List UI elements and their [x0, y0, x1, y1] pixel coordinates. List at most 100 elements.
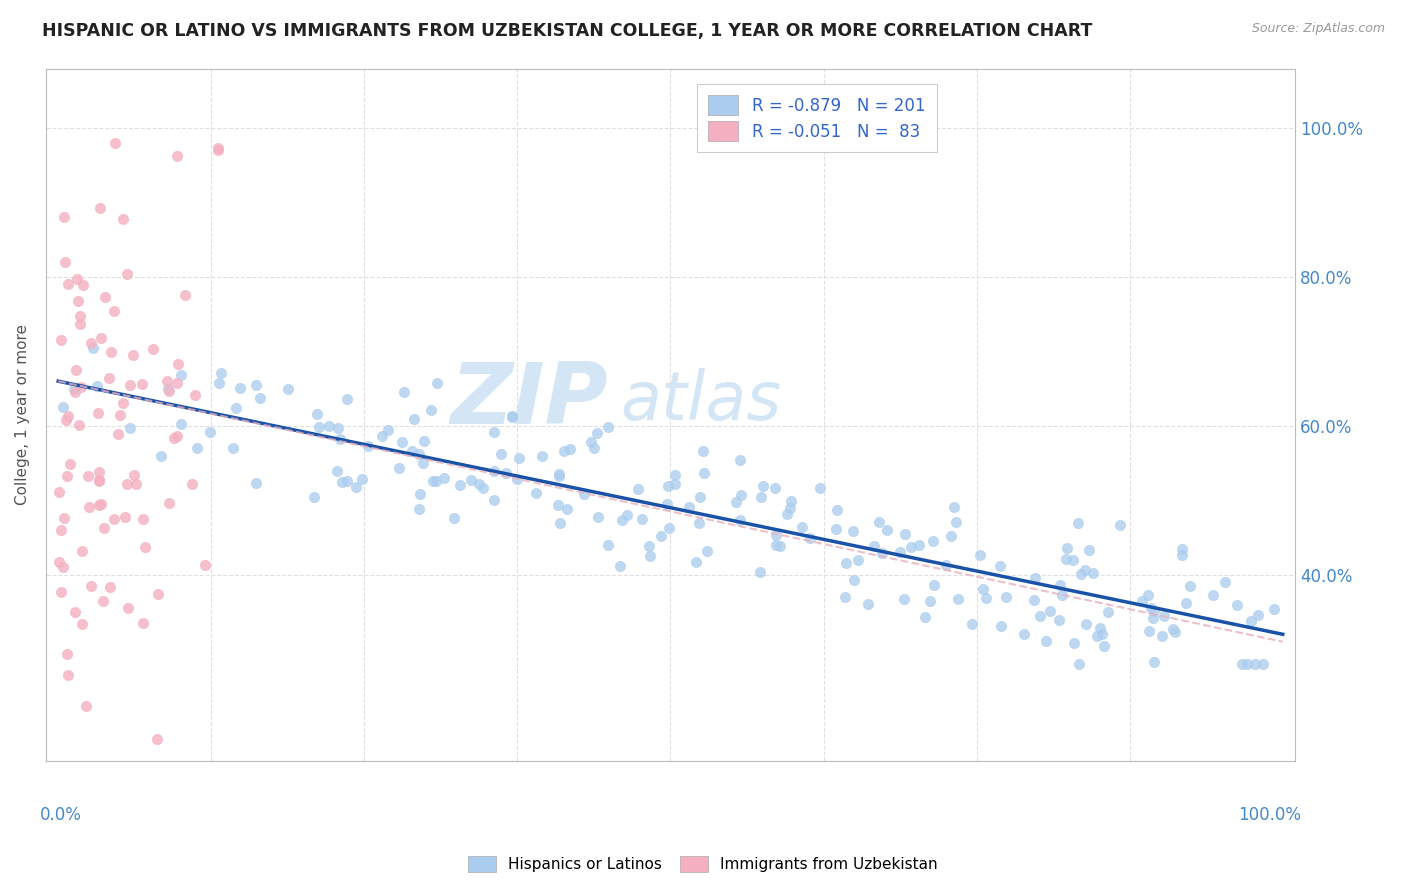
Point — [90, 498, 112, 512]
Point — [56, 468, 79, 483]
Point — [482, 425, 505, 439]
Point — [124, 476, 146, 491]
Point — [664, 477, 686, 491]
Point — [1022, 593, 1045, 607]
Point — [65, 363, 87, 377]
Point — [1178, 579, 1201, 593]
Point — [696, 544, 718, 558]
Point — [52, 560, 75, 574]
Point — [111, 396, 134, 410]
Point — [48, 555, 70, 569]
Point — [1047, 613, 1070, 627]
Point — [471, 481, 494, 495]
Point — [115, 267, 138, 281]
Point — [335, 474, 357, 488]
Point — [922, 534, 945, 549]
Point — [834, 591, 856, 605]
Point — [825, 522, 848, 536]
Point — [170, 368, 193, 383]
Point — [103, 304, 125, 318]
Point — [1161, 622, 1184, 636]
Point — [70, 544, 93, 558]
Point — [277, 382, 299, 396]
Point — [889, 544, 911, 558]
Point — [505, 472, 527, 486]
Point — [574, 487, 596, 501]
Point — [776, 508, 799, 522]
Point — [49, 333, 72, 347]
Legend: Hispanics or Latinos, Immigrants from Uzbekistan: Hispanics or Latinos, Immigrants from Uz… — [461, 848, 945, 880]
Point — [799, 531, 821, 545]
Point — [245, 378, 267, 392]
Point — [97, 371, 120, 385]
Point — [63, 606, 86, 620]
Point — [779, 501, 801, 516]
Point — [808, 481, 831, 495]
Point — [531, 449, 554, 463]
Point — [70, 379, 93, 393]
Point — [616, 508, 638, 523]
Point — [1136, 588, 1159, 602]
Point — [1056, 541, 1078, 555]
Point — [53, 210, 76, 224]
Text: 0.0%: 0.0% — [39, 805, 82, 824]
Y-axis label: College, 1 year or more: College, 1 year or more — [15, 324, 30, 505]
Point — [420, 402, 443, 417]
Point — [53, 511, 76, 525]
Point — [1029, 608, 1052, 623]
Point — [131, 377, 153, 392]
Point — [87, 498, 110, 512]
Point — [1081, 566, 1104, 580]
Point — [638, 549, 661, 563]
Point — [863, 539, 886, 553]
Point — [894, 526, 917, 541]
Point — [637, 539, 659, 553]
Point — [1175, 596, 1198, 610]
Point — [728, 513, 751, 527]
Point — [780, 494, 803, 508]
Point — [110, 408, 132, 422]
Point — [66, 293, 89, 308]
Legend: R = -0.879   N = 201, R = -0.051   N =  83: R = -0.879 N = 201, R = -0.051 N = 83 — [697, 84, 936, 153]
Point — [52, 401, 75, 415]
Point — [1070, 567, 1092, 582]
Point — [825, 503, 848, 517]
Point — [489, 446, 512, 460]
Point — [558, 442, 581, 456]
Point — [1074, 563, 1097, 577]
Point — [768, 539, 790, 553]
Point — [1247, 607, 1270, 622]
Point — [945, 515, 967, 529]
Point — [1251, 657, 1274, 671]
Point — [1236, 657, 1258, 671]
Point — [104, 136, 127, 150]
Point — [942, 500, 965, 514]
Text: Source: ZipAtlas.com: Source: ZipAtlas.com — [1251, 22, 1385, 36]
Point — [163, 431, 186, 445]
Point — [142, 343, 165, 357]
Point — [409, 487, 432, 501]
Point — [157, 384, 180, 398]
Point — [1140, 601, 1163, 615]
Point — [763, 481, 786, 495]
Point — [918, 594, 941, 608]
Point — [184, 388, 207, 402]
Point — [91, 594, 114, 608]
Point — [583, 441, 606, 455]
Point — [586, 425, 609, 440]
Point — [657, 497, 679, 511]
Point — [1130, 594, 1153, 608]
Point — [1202, 588, 1225, 602]
Point — [304, 490, 326, 504]
Point — [1163, 625, 1185, 640]
Point — [1063, 636, 1085, 650]
Point — [596, 539, 619, 553]
Point — [484, 464, 506, 478]
Point — [422, 474, 444, 488]
Point — [526, 486, 548, 500]
Point — [93, 521, 115, 535]
Point — [550, 516, 572, 530]
Point — [1092, 639, 1115, 653]
Point — [844, 574, 866, 588]
Point — [388, 460, 411, 475]
